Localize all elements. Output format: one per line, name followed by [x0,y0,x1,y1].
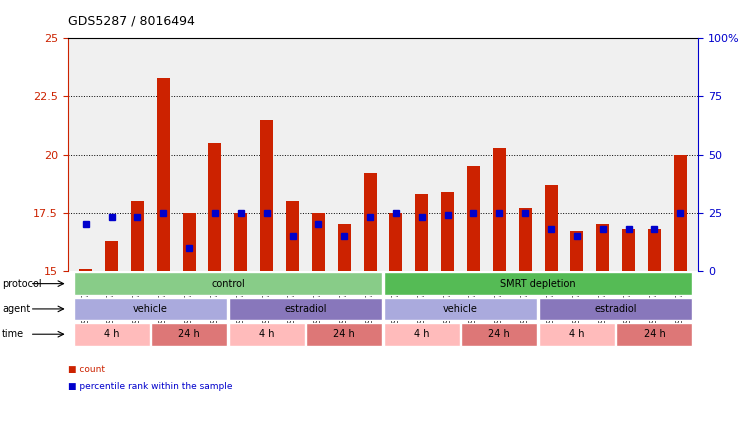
Bar [571,231,584,271]
Bar [648,229,661,271]
Bar [467,166,480,271]
Text: control: control [211,279,245,288]
Bar [363,173,376,271]
Bar [312,213,325,271]
Text: estradiol: estradiol [595,304,637,314]
Bar [384,297,538,320]
Bar [461,323,538,346]
Bar [157,78,170,271]
Text: ■ count: ■ count [68,365,104,374]
Text: 24 h: 24 h [178,329,200,339]
Bar [234,213,247,271]
Bar [74,272,382,295]
Bar [415,194,428,271]
Bar [209,143,222,271]
Text: ■ percentile rank within the sample: ■ percentile rank within the sample [68,382,232,391]
Text: 24 h: 24 h [488,329,510,339]
Bar [384,272,692,295]
Bar [441,192,454,271]
Text: GDS5287 / 8016494: GDS5287 / 8016494 [68,14,195,27]
Text: 4 h: 4 h [414,329,430,339]
Bar [74,323,149,346]
Bar [260,120,273,271]
Text: 4 h: 4 h [104,329,119,339]
Text: 24 h: 24 h [333,329,355,339]
Bar [131,201,144,271]
Bar [306,323,382,346]
Bar [151,323,227,346]
Text: 4 h: 4 h [569,329,585,339]
Bar [544,185,557,271]
Bar [105,241,118,271]
Bar [286,201,299,271]
Bar [493,148,506,271]
Bar [539,297,692,320]
Bar [596,225,609,271]
Bar [182,213,195,271]
Text: agent: agent [2,304,31,314]
Text: 4 h: 4 h [259,329,274,339]
Bar [622,229,635,271]
Bar [617,323,692,346]
Bar [390,213,403,271]
Bar [228,297,382,320]
Text: SMRT depletion: SMRT depletion [500,279,576,288]
Bar [228,323,305,346]
Text: protocol: protocol [2,279,42,288]
Bar [74,297,227,320]
Bar [674,154,687,271]
Text: vehicle: vehicle [443,304,478,314]
Text: estradiol: estradiol [284,304,327,314]
Bar [384,323,460,346]
Bar [539,323,615,346]
Bar [519,208,532,271]
Text: time: time [2,329,24,339]
Text: 24 h: 24 h [644,329,665,339]
Bar [338,225,351,271]
Bar [79,269,92,271]
Text: vehicle: vehicle [133,304,167,314]
